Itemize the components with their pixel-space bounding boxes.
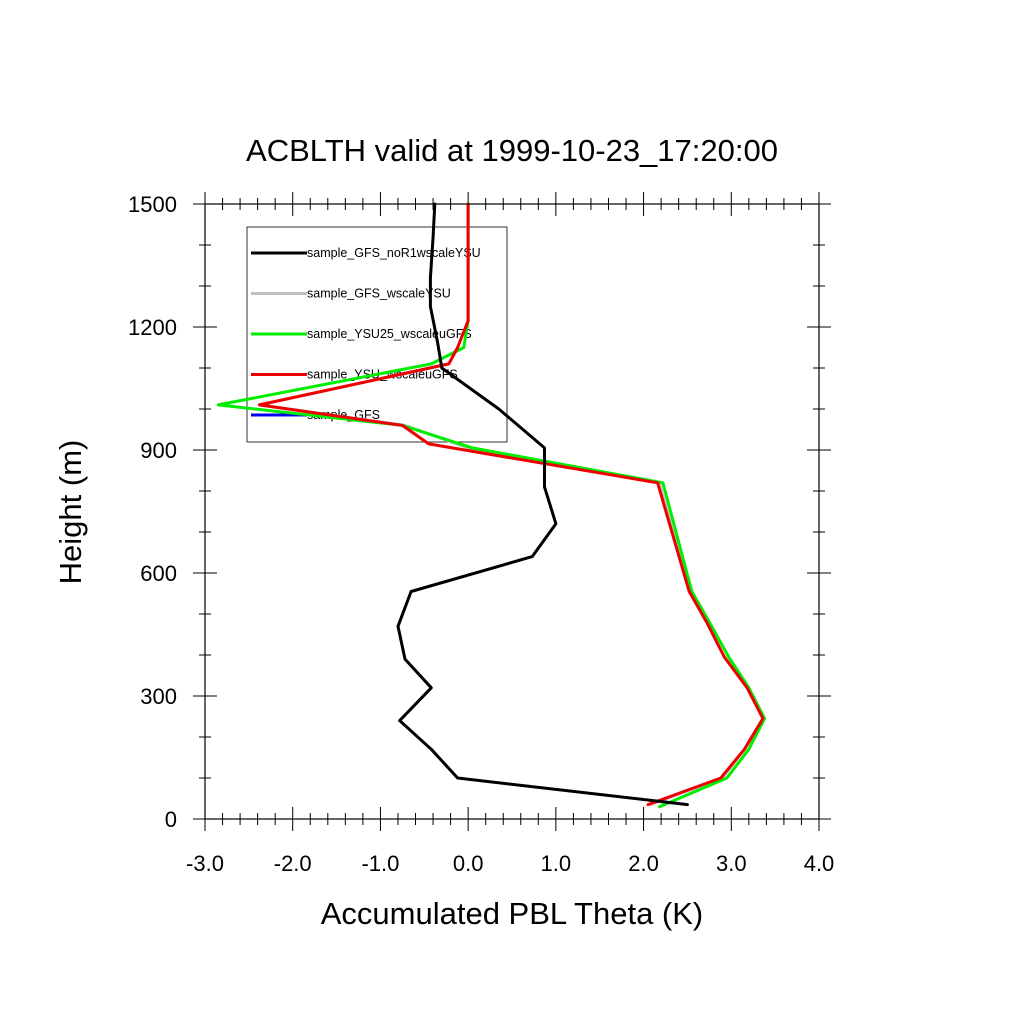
x-tick-label: 2.0 bbox=[628, 851, 659, 876]
legend-label: sample_GFS_wscaleYSU bbox=[307, 287, 451, 301]
y-tick-label: 1500 bbox=[128, 192, 177, 217]
x-tick-label: 3.0 bbox=[716, 851, 747, 876]
chart-title: ACBLTH valid at 1999-10-23_17:20:00 bbox=[246, 133, 778, 168]
plot-frame bbox=[204, 203, 820, 820]
y-tick-label: 0 bbox=[165, 807, 177, 832]
x-tick-label: 0.0 bbox=[453, 851, 484, 876]
tick-labels: -3.0 -2.0 -1.0 0.0 1.0 2.0 3.0 4.0 0 300 600 900 120… bbox=[128, 192, 834, 876]
series-lines bbox=[216, 202, 767, 809]
x-tick-label: 1.0 bbox=[541, 851, 572, 876]
x-tick-label: 4.0 bbox=[804, 851, 835, 876]
legend-box bbox=[246, 226, 508, 443]
y-axis-label: Height (m) bbox=[53, 440, 88, 585]
y-tick-label: 1200 bbox=[128, 315, 177, 340]
series-line-sample_YSU25_wscaleuGFS bbox=[216, 202, 767, 809]
y-tick-label: 300 bbox=[140, 684, 177, 709]
x-tick-label: -1.0 bbox=[361, 851, 399, 876]
x-axis-label: Accumulated PBL Theta (K) bbox=[321, 896, 704, 931]
legend-label: sample_YSU25_wscaleuGFS bbox=[307, 327, 472, 341]
y-tick-label: 600 bbox=[140, 561, 177, 586]
series-line-sample_YSU_wscaleuGFS bbox=[257, 202, 765, 807]
y-tick-label: 900 bbox=[140, 438, 177, 463]
legend-label: sample_GFS_noR1wscaleYSU bbox=[307, 246, 481, 260]
series-line-sample_GFS_noR1wscaleYSU bbox=[396, 202, 689, 807]
x-tick-label: -2.0 bbox=[274, 851, 312, 876]
x-tick-label: -3.0 bbox=[186, 851, 224, 876]
